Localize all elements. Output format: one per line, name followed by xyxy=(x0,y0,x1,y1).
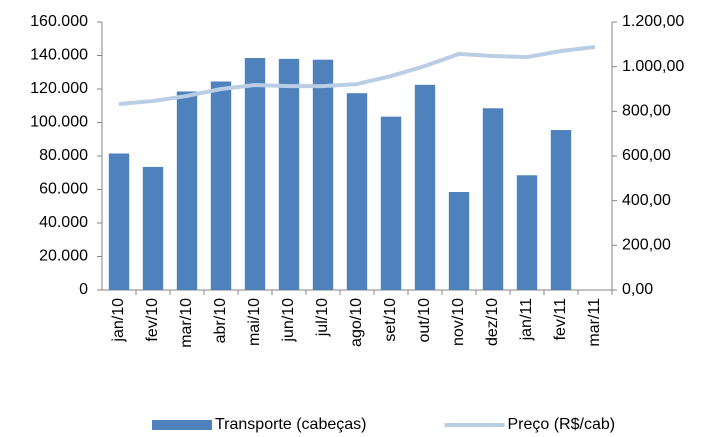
bar xyxy=(346,93,368,290)
x-tick-label: mar/10 xyxy=(178,298,195,348)
y-tick-label: 120.000 xyxy=(30,80,88,97)
y-tick-label: 100.000 xyxy=(30,114,88,131)
legend-label: Preço (R$/cab) xyxy=(507,416,615,433)
x-tick-label: jan/11 xyxy=(518,298,535,342)
bar xyxy=(516,175,538,290)
x-tick-label: ago/10 xyxy=(348,298,365,347)
legend-swatch xyxy=(152,420,212,430)
x-tick-label: fev/11 xyxy=(552,298,569,341)
y-tick-label: 140.000 xyxy=(30,47,88,64)
x-tick-label: out/10 xyxy=(416,298,433,343)
x-tick-label: mai/10 xyxy=(246,298,263,346)
bar xyxy=(448,192,470,290)
x-tick-label: abr/10 xyxy=(212,298,229,343)
y-tick-label: 20.000 xyxy=(39,248,88,265)
y2-tick-label: 1.000,00 xyxy=(622,58,684,75)
x-tick-label: jan/10 xyxy=(110,298,127,343)
bar xyxy=(482,108,504,290)
bar xyxy=(550,130,572,290)
x-tick-label: jun/10 xyxy=(280,298,297,343)
y-tick-label: 80.000 xyxy=(39,147,88,164)
bar xyxy=(278,58,300,290)
y2-tick-label: 200,00 xyxy=(622,237,671,254)
line xyxy=(118,45,596,106)
y2-tick-label: 400,00 xyxy=(622,192,671,209)
x-tick-label: set/10 xyxy=(382,298,399,342)
legend-label: Transporte (cabeças) xyxy=(215,416,366,433)
y2-tick-label: 800,00 xyxy=(622,103,671,120)
bar xyxy=(108,153,130,290)
bar xyxy=(142,166,164,290)
bar xyxy=(244,58,266,291)
x-tick-label: nov/10 xyxy=(450,298,467,346)
bar xyxy=(414,84,436,290)
y-tick-label: 0 xyxy=(79,281,88,298)
bar xyxy=(176,91,198,290)
y-tick-label: 40.000 xyxy=(39,214,88,231)
bar xyxy=(380,116,402,290)
y2-tick-label: 0,00 xyxy=(622,281,653,298)
x-tick-label: mar/11 xyxy=(586,298,603,347)
x-tick-label: fev/10 xyxy=(144,298,161,342)
x-tick-label: dez/10 xyxy=(484,298,501,346)
y2-tick-label: 600,00 xyxy=(622,147,671,164)
y2-tick-label: 1.200,00 xyxy=(622,13,684,30)
bar xyxy=(210,81,232,291)
y-tick-label: 160.000 xyxy=(30,13,88,30)
bar xyxy=(312,59,334,290)
y-tick-label: 60.000 xyxy=(39,181,88,198)
x-tick-label: jul/10 xyxy=(314,298,331,337)
